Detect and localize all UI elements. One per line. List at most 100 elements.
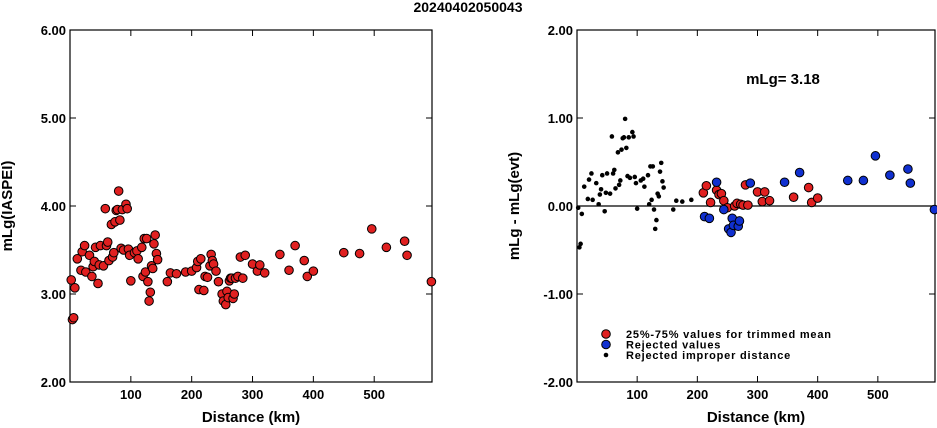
data-point — [597, 192, 603, 197]
data-point — [803, 182, 814, 193]
data-point — [885, 170, 895, 180]
data-point — [284, 265, 294, 276]
x-tick-label: 100 — [626, 387, 648, 402]
data-point — [196, 253, 206, 264]
legend-marker — [601, 339, 611, 350]
y-tick-label: 1.00 — [548, 111, 573, 126]
data-point — [779, 177, 790, 188]
data-point — [642, 184, 647, 189]
data-point — [661, 185, 666, 190]
data-point — [602, 208, 607, 214]
data-point — [650, 164, 656, 169]
data-point — [136, 242, 147, 253]
legend-marker — [603, 352, 609, 358]
data-point — [630, 129, 635, 135]
data-point — [607, 191, 613, 196]
data-point — [905, 178, 916, 188]
data-point — [858, 175, 869, 186]
x-tick-label: 500 — [867, 387, 889, 402]
data-point — [255, 260, 265, 270]
data-point — [622, 116, 628, 122]
data-point — [299, 255, 310, 266]
data-point — [631, 134, 636, 139]
data-point — [842, 175, 853, 186]
y-tick-label: 3.00 — [41, 287, 66, 302]
y-tick-label: 0.00 — [548, 199, 573, 214]
data-point — [794, 167, 805, 178]
data-point — [649, 197, 654, 203]
data-point — [84, 250, 95, 261]
data-point — [126, 276, 136, 286]
data-point — [70, 283, 80, 293]
data-point — [615, 150, 621, 155]
x-tick-label: 200 — [181, 387, 203, 402]
y-tick-label: -2.00 — [543, 375, 573, 390]
y-tick-label: -1.00 — [543, 287, 573, 302]
data-point — [689, 197, 694, 203]
data-point — [619, 147, 624, 152]
data-point — [603, 190, 609, 196]
data-point — [93, 278, 103, 289]
data-point — [202, 272, 213, 283]
data-point — [627, 175, 633, 181]
x-axis-label: Distance (km) — [202, 409, 300, 426]
data-point — [354, 248, 365, 259]
data-point — [581, 184, 587, 189]
data-point — [102, 237, 113, 247]
data-point — [604, 171, 610, 176]
x-tick-label: 500 — [363, 387, 385, 402]
data-point — [705, 197, 716, 208]
data-point — [734, 216, 745, 226]
data-point — [652, 226, 658, 232]
data-point — [612, 167, 617, 173]
legend-label: Rejected improper distance — [626, 350, 791, 362]
data-point — [745, 178, 756, 188]
data-point — [657, 169, 663, 174]
data-point — [144, 296, 154, 306]
data-point — [719, 204, 729, 215]
data-point — [593, 180, 599, 186]
data-point — [764, 195, 775, 206]
data-point — [654, 217, 659, 223]
data-point — [68, 312, 79, 323]
left-chart: 2.00 3.00 4.00 5.00 6.00 100 200 300 400 500 Dista… — [0, 23, 437, 426]
data-point — [152, 254, 163, 265]
data-point — [575, 205, 581, 211]
data-point — [704, 213, 715, 224]
data-point — [79, 240, 90, 251]
data-point — [237, 273, 248, 283]
data-point — [670, 207, 676, 212]
data-point — [402, 250, 412, 261]
data-point — [66, 275, 77, 285]
x-axis-label: Distance (km) — [707, 409, 805, 426]
data-point — [399, 236, 410, 246]
data-point — [87, 271, 97, 282]
data-point — [147, 263, 158, 274]
data-point — [613, 186, 618, 191]
data-point — [122, 203, 132, 214]
data-point — [616, 182, 622, 188]
data-point — [171, 268, 182, 279]
data-point — [598, 186, 604, 192]
data-point — [679, 199, 685, 204]
data-point — [100, 203, 111, 214]
data-point — [162, 276, 173, 287]
data-point — [626, 135, 632, 140]
data-point — [133, 253, 143, 264]
data-point — [109, 247, 119, 258]
data-point — [621, 135, 627, 140]
legend-marker — [601, 329, 611, 339]
data-point — [618, 178, 623, 183]
y-axis-label: mLg(IASPEI) — [0, 161, 16, 252]
data-point — [381, 242, 392, 253]
data-point — [302, 271, 313, 282]
y-tick-label: 5.00 — [41, 111, 66, 126]
x-tick-label: 400 — [303, 387, 325, 402]
data-point — [658, 160, 664, 166]
data-point — [660, 179, 665, 184]
data-point — [743, 200, 753, 210]
figure-title: 20240402050043 — [413, 0, 522, 15]
data-point — [113, 186, 124, 196]
data-point — [213, 276, 224, 287]
